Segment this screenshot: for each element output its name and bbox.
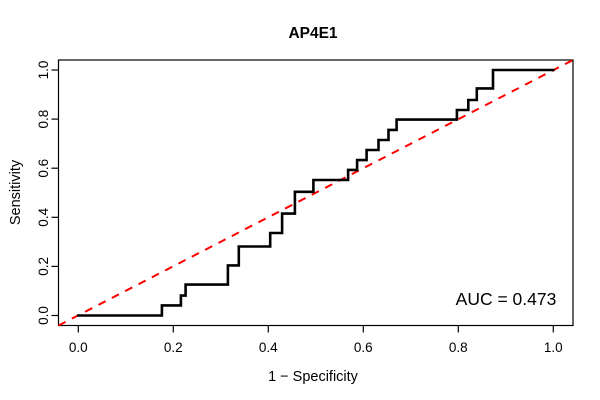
y-tick-label: 0.4: [36, 207, 51, 226]
y-tick-label: 0.2: [36, 257, 51, 276]
y-axis-label: Sensitivity: [8, 159, 24, 225]
x-tick-label: 0.0: [69, 340, 88, 355]
plot-box: [57, 59, 574, 327]
y-tick-label: 1.0: [36, 61, 51, 80]
y-tick-label: 0.8: [36, 110, 51, 129]
chart-title: AP4E1: [288, 25, 337, 42]
x-tick-label: 0.4: [259, 340, 278, 355]
x-axis: 0.0 0.2 0.4 0.6 0.8 1.0: [69, 325, 563, 355]
y-tick-label: 0.6: [36, 159, 51, 178]
y-axis: 0.0 0.2 0.4 0.6 0.8 1.0: [36, 61, 59, 325]
x-axis-label: 1 − Specificity: [268, 369, 359, 385]
x-tick-label: 1.0: [544, 340, 563, 355]
y-tick-label: 0.0: [36, 306, 51, 325]
auc-annotation: AUC = 0.473: [456, 289, 557, 309]
x-tick-label: 0.8: [449, 340, 468, 355]
x-tick-label: 0.2: [164, 340, 183, 355]
roc-curve: [77, 68, 555, 317]
x-tick-label: 0.6: [354, 340, 373, 355]
chance-diagonal-line: [58, 59, 574, 327]
